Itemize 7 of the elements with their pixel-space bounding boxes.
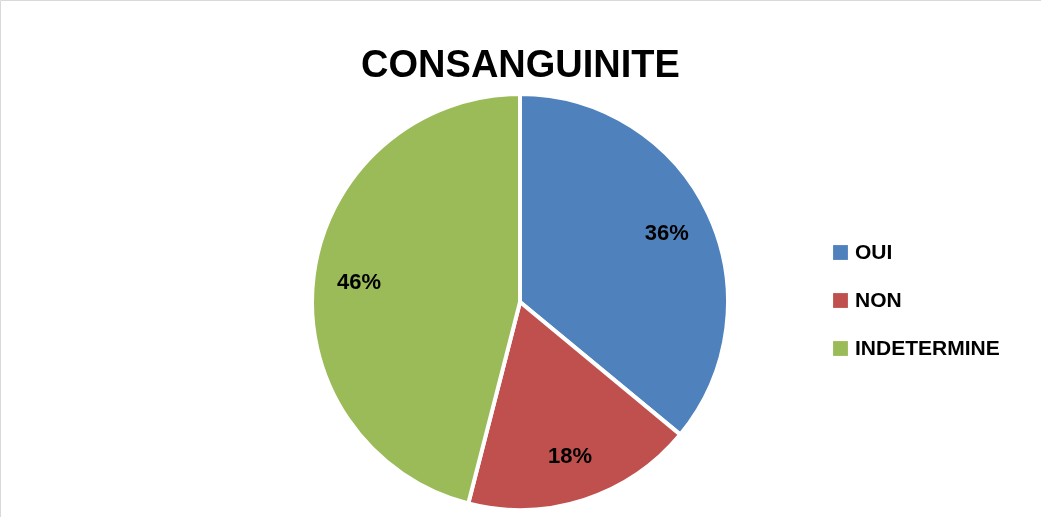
chart-title: CONSANGUINITE bbox=[361, 43, 680, 85]
legend-label: OUI bbox=[855, 239, 893, 263]
legend-label: NON bbox=[855, 287, 902, 311]
data-label: 36% bbox=[644, 219, 689, 245]
data-label: 46% bbox=[337, 268, 382, 294]
data-label: 18% bbox=[548, 443, 593, 469]
legend-label: INDETERMINE bbox=[855, 335, 1000, 359]
